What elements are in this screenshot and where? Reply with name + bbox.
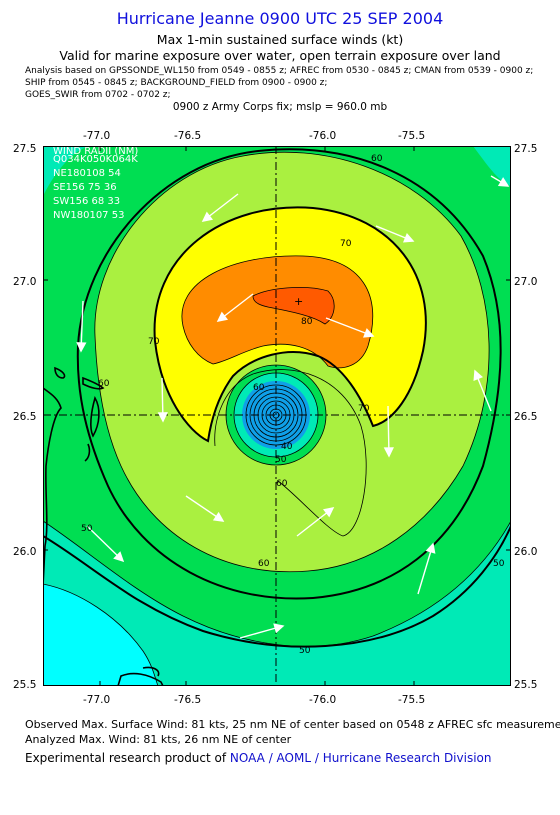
wind-arrow-head xyxy=(322,507,335,518)
wind-vectors xyxy=(76,175,510,639)
map-frame xyxy=(43,146,511,686)
contour-label: 50 xyxy=(81,524,93,534)
wind-arrow-head xyxy=(201,211,214,222)
wind-arrow-head xyxy=(113,551,125,563)
wind-arrow-head xyxy=(363,328,375,338)
contour-label: 60 xyxy=(276,479,288,489)
x-tick-bottom: -76.5 xyxy=(174,694,201,706)
wind-arrow-head xyxy=(212,511,225,522)
wind-arrow-head xyxy=(273,623,285,634)
x-tick-bottom: -76.0 xyxy=(309,694,336,706)
wind-arrow-head xyxy=(157,412,168,423)
contour-label: 70 xyxy=(358,404,370,414)
contour-label-group: 40 50 50 50 50 60 60 60 60 60 70 70 70 8… xyxy=(81,154,505,656)
y-tick-right: 27.0 xyxy=(514,276,537,288)
credit-prefix: Experimental research product of xyxy=(25,751,230,765)
y-tick-right: 26.5 xyxy=(514,411,537,423)
fix-line: 0900 z Army Corps fix; mslp = 960.0 mb xyxy=(172,101,388,113)
y-tick-left: 26.0 xyxy=(13,546,36,558)
contour-label: 60 xyxy=(253,383,265,393)
wind-radii-title: WIND RADII (NM) xyxy=(53,146,138,157)
contour-label: 50 xyxy=(493,559,505,569)
center-crosshair xyxy=(43,146,511,686)
analysis-line: SHIP from 0545 - 0845 z; BACKGROUND_FIEL… xyxy=(25,78,328,88)
contour-label: 50 xyxy=(299,646,311,656)
contour-label: 60 xyxy=(258,559,270,569)
y-tick-left: 25.5 xyxy=(13,679,36,691)
max-wind-marker: + xyxy=(294,295,303,308)
wind-radii-table: WIND RADII (NM) Q034K050K064K NE180108 5… xyxy=(53,146,138,221)
wind-field-map: + 40 50 50 50 50 60 60 60 60 60 70 70 70… xyxy=(43,146,511,686)
x-tick-bottom: -75.5 xyxy=(398,694,425,706)
wind-radii-row: SW156 68 33 xyxy=(53,196,120,207)
wind-arrow-head xyxy=(383,447,394,458)
product-credit: Experimental research product of NOAA / … xyxy=(25,751,491,765)
wind-arrow-head xyxy=(76,342,87,353)
observed-max-wind: Observed Max. Surface Wind: 81 kts, 25 n… xyxy=(25,718,560,731)
wind-arrow-head xyxy=(403,232,415,243)
analysis-line: Analysis based on GPSSONDE_WL150 from 05… xyxy=(25,66,534,76)
wind-arrow-head xyxy=(216,311,229,322)
x-tick-top: -77.0 xyxy=(83,130,110,142)
analyzed-max-wind: Analyzed Max. Wind: 81 kts, 26 nm NE of … xyxy=(25,733,292,746)
band-80-90 xyxy=(181,255,373,368)
x-tick-top: -76.5 xyxy=(174,130,201,142)
validity-note: Valid for marine exposure over water, op… xyxy=(59,48,501,63)
map-title: Hurricane Jeanne 0900 UTC 25 SEP 2004 xyxy=(116,9,444,28)
wind-arrow-head xyxy=(425,542,436,554)
contour-label: 60 xyxy=(98,379,110,389)
x-tick-top: -75.5 xyxy=(398,130,425,142)
contour-lines-bold xyxy=(43,148,511,648)
contour-label: 40 xyxy=(281,442,293,452)
y-tick-left: 27.0 xyxy=(13,276,36,288)
wind-radii-row: SE156 75 36 xyxy=(53,182,117,193)
y-tick-left: 26.5 xyxy=(13,411,36,423)
credit-org-link[interactable]: NOAA / AOML / Hurricane Research Divisio… xyxy=(229,751,492,765)
x-tick-top: -76.0 xyxy=(309,130,336,142)
contour-label: 60 xyxy=(371,154,383,164)
y-tick-right: 27.5 xyxy=(514,143,537,155)
y-tick-left: 27.5 xyxy=(13,143,36,155)
contour-label: 80 xyxy=(301,317,313,327)
band-30-40 xyxy=(43,584,158,686)
wind-arrow-head xyxy=(473,369,483,381)
land-outline xyxy=(43,366,164,686)
map-subtitle: Max 1-min sustained surface winds (kt) xyxy=(156,32,404,47)
contour-label: 70 xyxy=(148,337,160,347)
band-90-100 xyxy=(253,287,335,324)
wind-radii-row: NE180108 54 xyxy=(53,168,121,179)
contour-label: 50 xyxy=(275,455,287,465)
x-tick-bottom: -77.0 xyxy=(83,694,110,706)
y-tick-right: 26.0 xyxy=(514,546,537,558)
contour-label: 70 xyxy=(340,239,352,249)
wind-radii-row: NW180107 53 xyxy=(53,210,124,221)
wind-arrow-head xyxy=(497,177,510,187)
wind-arrow xyxy=(417,543,434,595)
wind-radii-header: Q034K050K064K xyxy=(53,154,138,165)
analysis-line: GOES_SWIR from 0702 - 0702 z; xyxy=(25,90,171,100)
y-tick-right: 25.5 xyxy=(514,679,537,691)
